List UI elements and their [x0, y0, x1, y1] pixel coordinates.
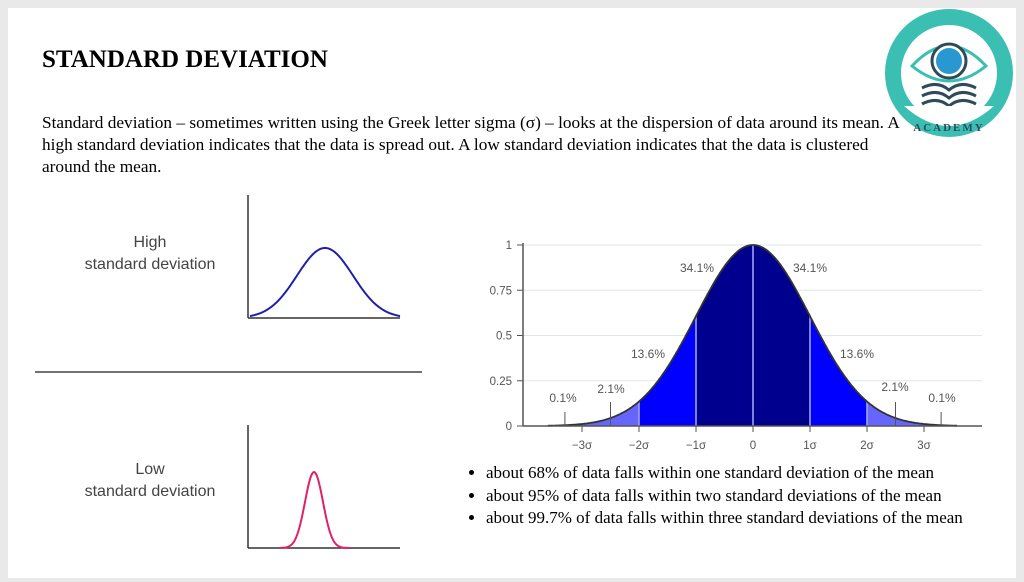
distribution-curve [547, 244, 958, 427]
band-label: 2.1% [881, 380, 909, 394]
high-sd-label: High standard deviation [60, 232, 240, 276]
slide: STANDARD DEVIATION Standard deviation – … [8, 8, 1016, 578]
high-label-line2: standard deviation [84, 256, 216, 273]
intro-paragraph: Standard deviation – sometimes written u… [42, 113, 899, 176]
low-sd-curve [280, 470, 350, 549]
low-sd-label: Low standard deviation [60, 459, 240, 503]
band-label: 13.6% [631, 347, 665, 361]
bullet-item: about 68% of data falls within one stand… [486, 462, 1024, 485]
bullet-item: about 99.7% of data falls within three s… [486, 507, 1024, 530]
low-sd-plot [247, 425, 400, 549]
tail-label: 0.1% [549, 391, 577, 405]
high-sd-plot [247, 195, 401, 319]
page-title: STANDARD DEVIATION [42, 46, 328, 73]
high-sd-curve [249, 247, 401, 318]
x-tick-label: −1σ [686, 440, 706, 452]
y-tick-label: 0.75 [490, 285, 512, 297]
bullet-list: about 68% of data falls within one stand… [462, 462, 1024, 530]
y-tick-label: 1 [506, 240, 512, 252]
normal-distribution-chart: 0 0.25 0.5 0.75 1 −3σ −2σ −1σ 0 1σ 2σ 3σ 2.1% 13.6% 34… [490, 240, 982, 452]
high-label-line1: High [133, 234, 167, 251]
gozdetorun-academy-logo: ACADEMY [885, 9, 1013, 137]
band-label: 34.1% [680, 261, 714, 275]
y-tick-label: 0.25 [490, 376, 512, 388]
low-label-line1: Low [135, 461, 165, 478]
x-tick-label: 2σ [860, 440, 874, 452]
y-tick-label: 0.5 [496, 331, 512, 343]
tail-label: 0.1% [928, 391, 956, 405]
band-area [867, 401, 959, 426]
x-tick-label: 1σ [803, 440, 817, 452]
x-tick-label: 0 [750, 440, 756, 452]
y-tick-label: 0 [506, 421, 512, 433]
x-tick-label: 3σ [917, 440, 931, 452]
band-label: 13.6% [840, 347, 874, 361]
logo-academy-text: ACADEMY [913, 122, 984, 134]
band-area [547, 401, 639, 426]
low-label-line2: standard deviation [84, 483, 216, 500]
x-tick-label: −3σ [572, 440, 592, 452]
band-label: 34.1% [793, 261, 827, 275]
band-label: 2.1% [597, 382, 625, 396]
bullet-item: about 95% of data falls within two stand… [486, 485, 1024, 508]
x-tick-label: −2σ [629, 440, 649, 452]
